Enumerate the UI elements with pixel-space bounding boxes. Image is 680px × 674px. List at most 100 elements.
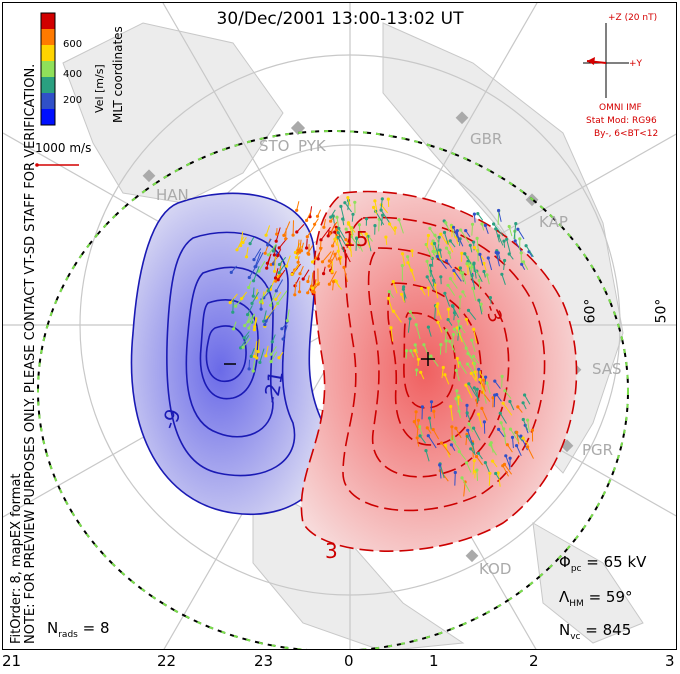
velocity-vector — [497, 210, 500, 225]
velocity-vector — [334, 280, 343, 290]
velocity-vector — [444, 330, 447, 343]
velocity-vector — [476, 456, 484, 466]
velocity-vector — [467, 363, 477, 377]
velocity-vector — [426, 427, 432, 434]
velocity-vector — [296, 201, 300, 211]
velocity-vector — [294, 281, 297, 295]
potential-extrema — [224, 352, 435, 366]
velocity-vector — [521, 264, 526, 270]
velocity-vector — [229, 293, 238, 303]
velocity-vector — [509, 401, 515, 411]
velocity-vector — [345, 239, 352, 247]
velocity-vector — [285, 228, 287, 239]
velocity-vector — [477, 213, 484, 221]
velocity-vector — [306, 224, 316, 237]
velocity-vector — [248, 280, 252, 288]
velocity-vector — [495, 473, 500, 480]
velocity-vector — [514, 240, 522, 252]
map-frame: 600 400 200 Vel [m/s] MLT coordinates 10… — [2, 2, 677, 650]
velocity-vector — [249, 236, 255, 244]
vector-origin — [256, 350, 260, 354]
station-label-sto: STO — [259, 137, 290, 155]
velocity-vector — [489, 297, 492, 304]
velocity-vector — [465, 230, 471, 238]
velocity-vector — [456, 358, 460, 368]
velocity-vector — [313, 279, 317, 293]
velocity-vector — [342, 218, 345, 226]
velocity-vector — [302, 269, 310, 280]
velocity-vector — [473, 427, 481, 441]
velocity-vector — [267, 238, 272, 246]
velocity-vector — [432, 429, 440, 440]
velocity-vector — [402, 253, 406, 266]
velocity-vector — [434, 251, 444, 264]
velocity-vector — [367, 236, 372, 252]
velocity-vector — [271, 334, 276, 343]
velocity-vector — [503, 260, 506, 270]
velocity-vector — [522, 419, 529, 431]
velocity-vector — [436, 306, 442, 320]
velocity-vector — [311, 281, 321, 292]
velocity-vector — [232, 298, 234, 313]
velocity-vector — [385, 237, 388, 246]
velocity-vector — [421, 288, 426, 296]
velocity-vector — [380, 204, 388, 214]
velocity-vector — [388, 291, 394, 299]
vector-origin — [380, 213, 385, 217]
velocity-vector — [493, 223, 504, 237]
imf-clock-dial — [583, 23, 629, 98]
velocity-vector — [437, 322, 443, 333]
velocity-vector — [356, 237, 363, 252]
station-label-han: HAN — [156, 186, 189, 204]
velocity-vector — [282, 325, 288, 340]
velocity-vector — [380, 209, 390, 223]
velocity-vector — [378, 219, 380, 232]
velocity-vector — [329, 221, 338, 235]
velocity-vector — [365, 233, 371, 248]
velocity-vector — [489, 444, 497, 456]
imf-condition-label: By-, 6<BT<12 — [594, 129, 659, 139]
velocity-vector — [410, 350, 415, 358]
velocity-vector — [501, 274, 506, 285]
velocity-vector — [411, 250, 414, 257]
velocity-vector — [455, 427, 462, 439]
vector-origin — [251, 294, 255, 298]
velocity-vector — [403, 286, 406, 303]
velocity-vector — [456, 230, 459, 243]
velocity-vector — [247, 305, 253, 315]
imf-model-label: Stat Mod: RG96 — [586, 116, 657, 126]
stat-nrads: Nrads = 8 — [47, 619, 110, 640]
velocity-vector — [242, 237, 247, 243]
velocity-vector — [345, 228, 356, 243]
velocity-vector — [286, 255, 291, 267]
velocity-vector — [297, 239, 300, 251]
vector-origin — [406, 255, 410, 259]
velocity-vectors — [228, 196, 535, 497]
velocity-vector — [258, 260, 266, 272]
stat-phi-pc: Φpc = 65 kV — [559, 553, 647, 574]
velocity-vector — [320, 226, 331, 241]
velocity-vector — [433, 411, 435, 419]
velocity-vector — [512, 437, 514, 449]
imf-z-label: +Z (20 nT) — [608, 13, 658, 23]
velocity-vector — [380, 215, 383, 226]
velocity-vector — [455, 237, 458, 245]
vector-origin — [353, 200, 357, 204]
velocity-vector — [426, 235, 429, 248]
velocity-vector — [307, 275, 310, 282]
velocity-vector — [471, 275, 476, 290]
velocity-vector — [332, 236, 337, 247]
velocity-vector — [358, 224, 361, 238]
velocity-vector — [439, 250, 442, 258]
station-label-pyk: PYK — [298, 137, 326, 155]
velocity-vector — [468, 310, 477, 321]
velocity-vector — [510, 428, 519, 443]
velocity-vector — [479, 379, 485, 395]
velocity-vector — [242, 337, 251, 348]
velocity-vector — [508, 226, 513, 237]
velocity-vector — [460, 229, 470, 243]
imf-y-label: +Y — [629, 59, 643, 69]
velocity-vector — [420, 372, 425, 380]
velocity-vector — [255, 252, 264, 267]
velocity-vector — [466, 436, 474, 448]
